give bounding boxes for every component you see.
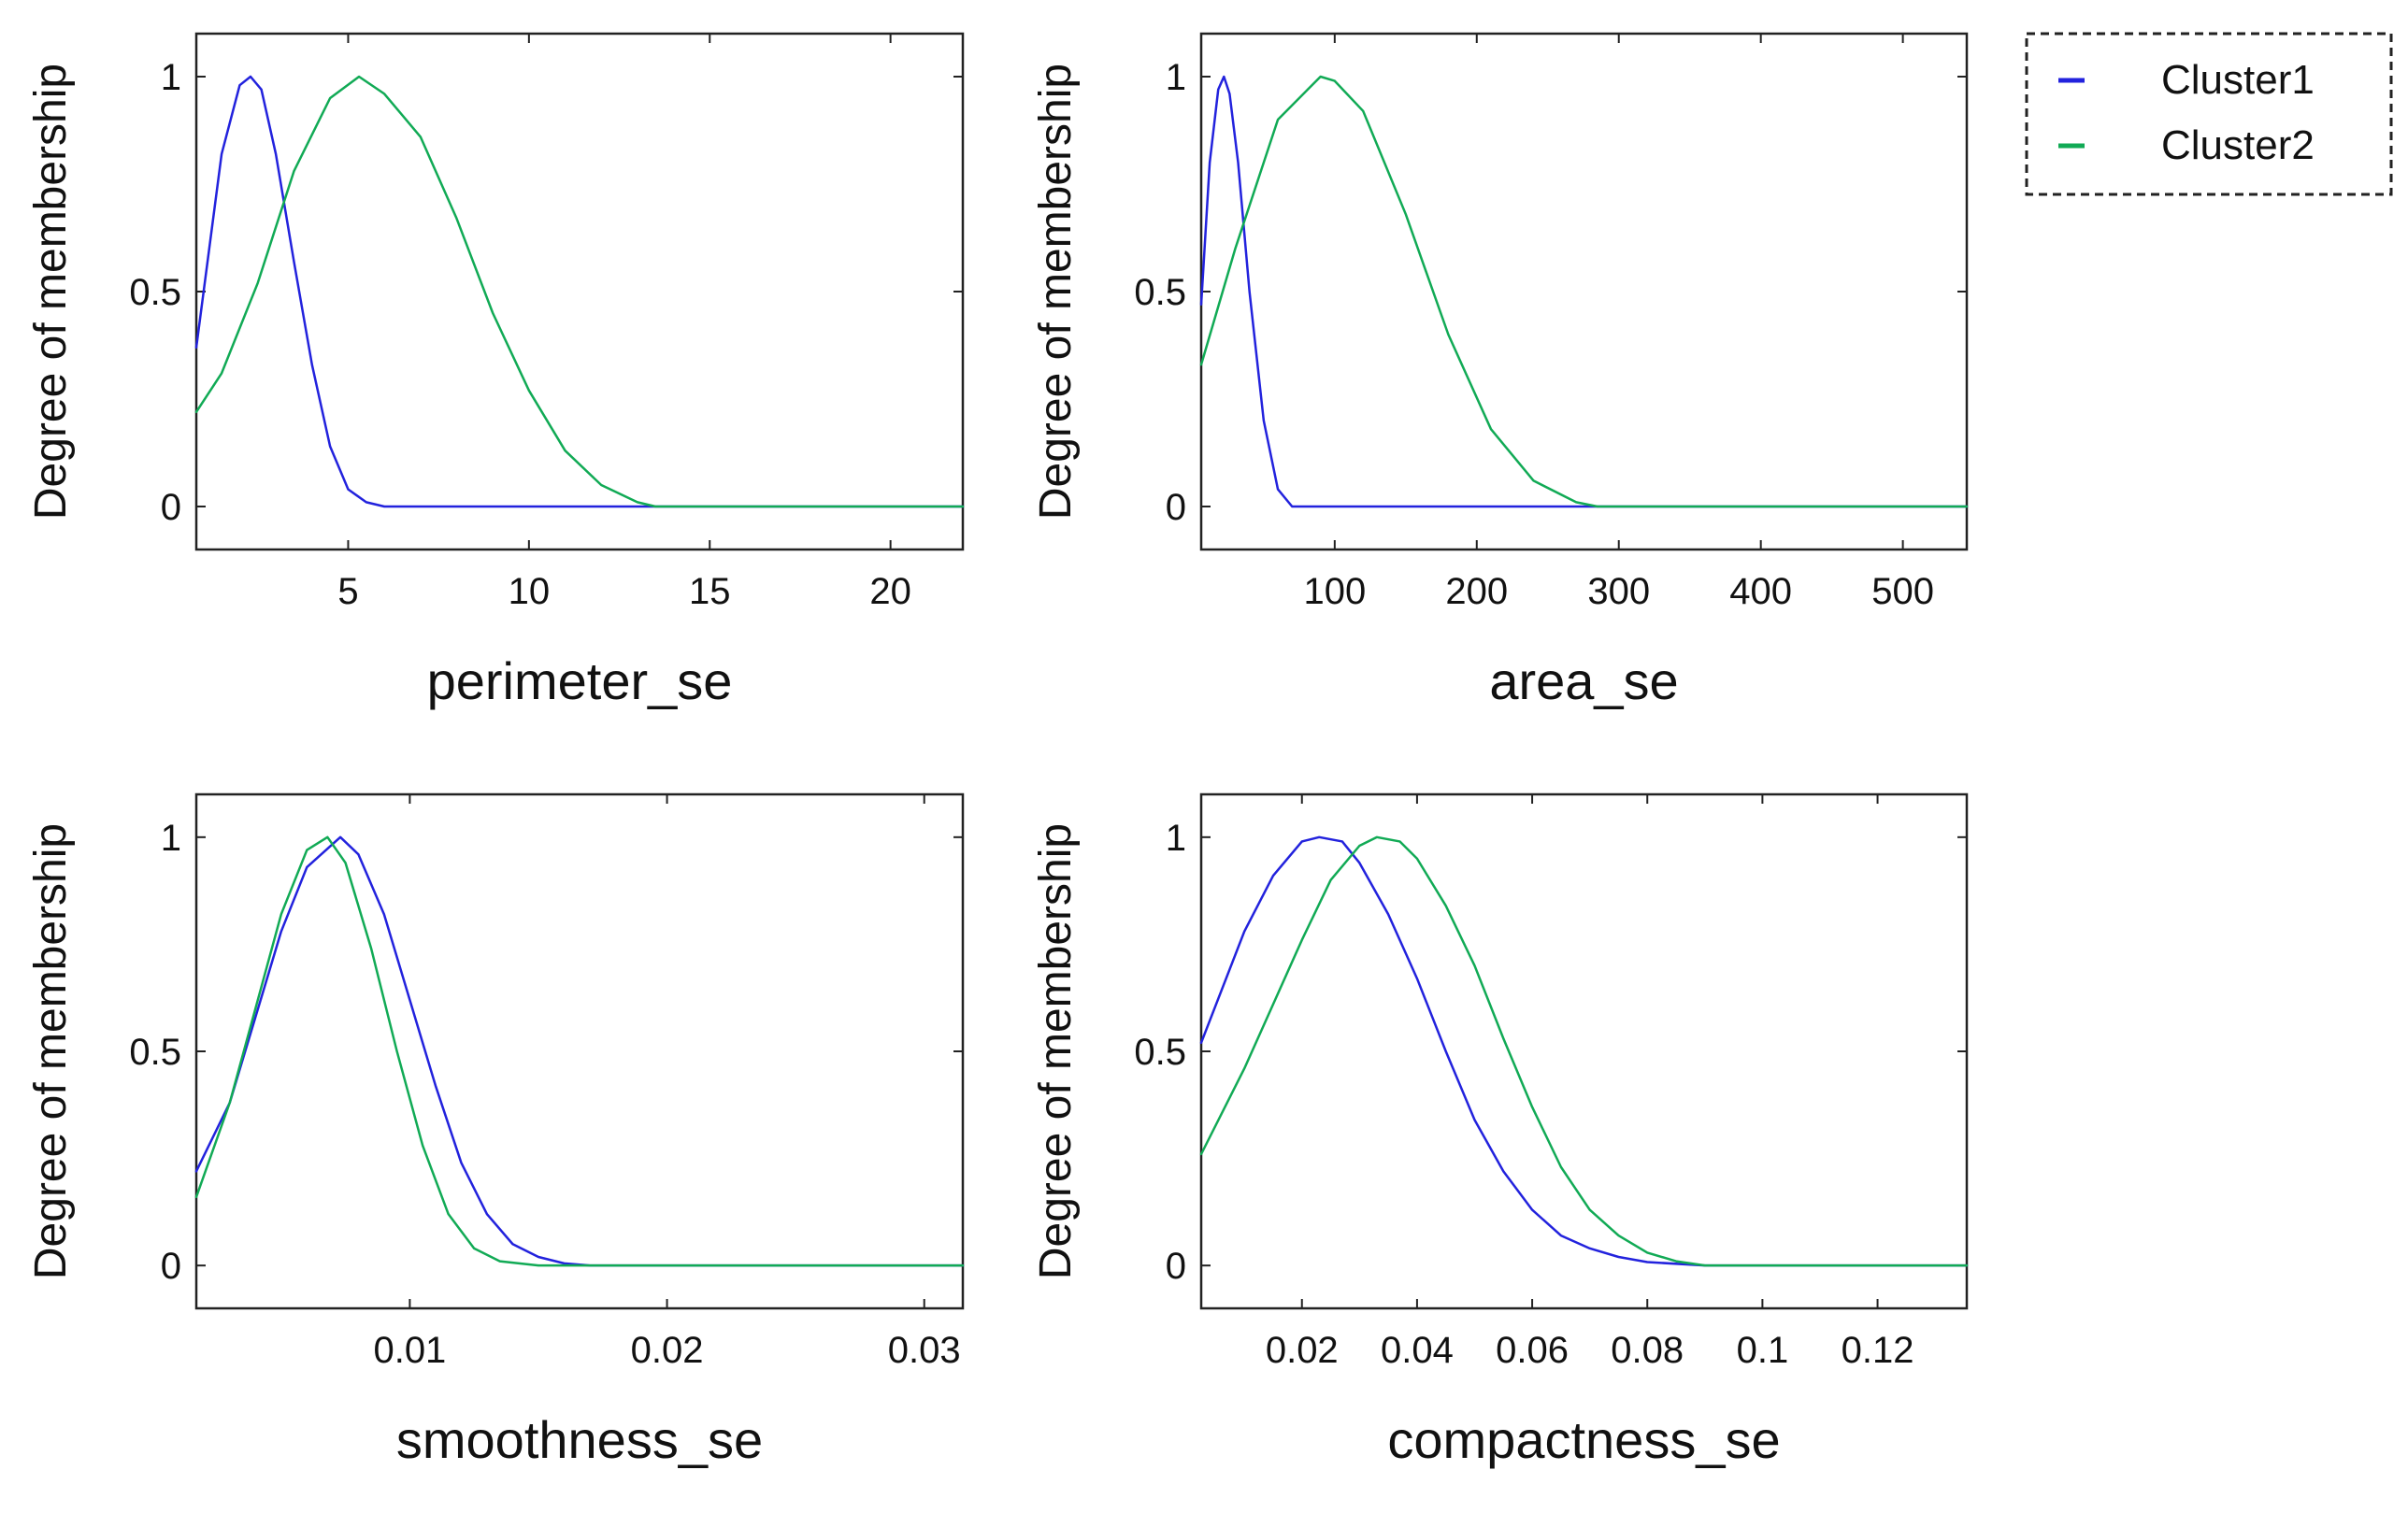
chart-perimeter-se-xtick-label: 10: [509, 571, 551, 612]
chart-smoothness-se-xtick-label: 0.02: [631, 1330, 704, 1371]
chart-perimeter-se-frame: [194, 32, 965, 551]
chart-smoothness-se-ytick-label: 0.5: [129, 1032, 181, 1073]
chart-smoothness-se-series-cluster2: [194, 835, 965, 1267]
chart-perimeter-se-xtick-label: 20: [869, 571, 911, 612]
chart-perimeter-se-ytick-label: 0: [161, 487, 181, 528]
chart-smoothness-se-xlabel: smoothness_se: [396, 1410, 763, 1469]
chart-area-se-ytick-label: 0.5: [1134, 272, 1186, 313]
legend-label-cluster2: Cluster2: [2161, 122, 2315, 168]
chart-compactness-se-xtick-label: 0.08: [1611, 1330, 1684, 1371]
chart-compactness-se-xtick-label: 0.12: [1842, 1330, 1914, 1371]
chart-compactness-se-series-cluster1: [1199, 835, 1969, 1267]
chart-area-se-xtick-label: 200: [1445, 571, 1508, 612]
chart-compactness-se-ylabel: Degree of membership: [1031, 823, 1081, 1279]
chart-perimeter-se-series-cluster2: [194, 75, 965, 508]
chart-compactness-se-ytick-label: 0: [1166, 1246, 1186, 1287]
chart-compactness-se-xtick-label: 0.04: [1381, 1330, 1454, 1371]
chart-compactness-se-xtick-label: 0.02: [1266, 1330, 1339, 1371]
chart-compactness-se-xtick-label: 0.06: [1496, 1330, 1569, 1371]
chart-compactness-se-ytick-label: 1: [1166, 818, 1186, 859]
chart-smoothness-se-series-cluster1: [194, 835, 965, 1267]
chart-perimeter-se-xlabel: perimeter_se: [427, 651, 733, 710]
chart-area-se: 0 0.5 1 100 200 300 400 500 area_se Degree of mem…: [1031, 32, 1969, 710]
legend: Cluster1 Cluster2: [2025, 32, 2393, 196]
chart-smoothness-se-xtick-label: 0.01: [373, 1330, 446, 1371]
chart-area-se-xtick-label: 100: [1303, 571, 1366, 612]
chart-area-se-ytick-label: 1: [1166, 57, 1186, 98]
chart-perimeter-se-ytick-label: 0.5: [129, 272, 181, 313]
chart-perimeter-se-series-cluster1: [194, 75, 965, 508]
chart-area-se-frame: [1199, 32, 1969, 551]
legend-box: [2025, 32, 2393, 196]
chart-compactness-se-series-cluster2: [1199, 835, 1969, 1267]
chart-area-se-ytick-label: 0: [1166, 487, 1186, 528]
chart-area-se-xtick-label: 300: [1587, 571, 1650, 612]
chart-perimeter-se-xtick-label: 5: [337, 571, 358, 612]
chart-smoothness-se-ylabel: Degree of membership: [26, 823, 76, 1279]
chart-perimeter-se-ylabel: Degree of membership: [26, 64, 76, 520]
chart-smoothness-se: 0 0.5 1 0.01 0.02 0.03 smoothness_se Degree of …: [26, 792, 965, 1469]
chart-compactness-se-frame: [1199, 792, 1969, 1310]
chart-compactness-se-ytick-label: 0.5: [1134, 1032, 1186, 1073]
chart-smoothness-se-xtick-label: 0.03: [888, 1330, 961, 1371]
chart-area-se-xtick-label: 500: [1871, 571, 1934, 612]
chart-area-se-xtick-label: 400: [1729, 571, 1792, 612]
chart-compactness-se: 0 0.5 1 0.02 0.04 0.06 0.08 0.1 0.12 compactness_…: [1031, 792, 1969, 1469]
chart-area-se-series-cluster2: [1199, 75, 1969, 508]
chart-compactness-se-xlabel: compactness_se: [1387, 1410, 1780, 1469]
chart-smoothness-se-frame: [194, 792, 965, 1310]
chart-compactness-se-xtick-label: 0.1: [1737, 1330, 1789, 1371]
chart-perimeter-se-ytick-label: 1: [161, 57, 181, 98]
chart-area-se-ylabel: Degree of membership: [1031, 64, 1081, 520]
chart-perimeter-se-xtick-label: 15: [689, 571, 731, 612]
chart-smoothness-se-ytick-label: 0: [161, 1246, 181, 1287]
chart-area-se-xlabel: area_se: [1489, 651, 1678, 710]
chart-area-se-series-cluster1: [1199, 75, 1969, 508]
legend-label-cluster1: Cluster1: [2161, 57, 2315, 103]
chart-smoothness-se-ytick-label: 1: [161, 818, 181, 859]
